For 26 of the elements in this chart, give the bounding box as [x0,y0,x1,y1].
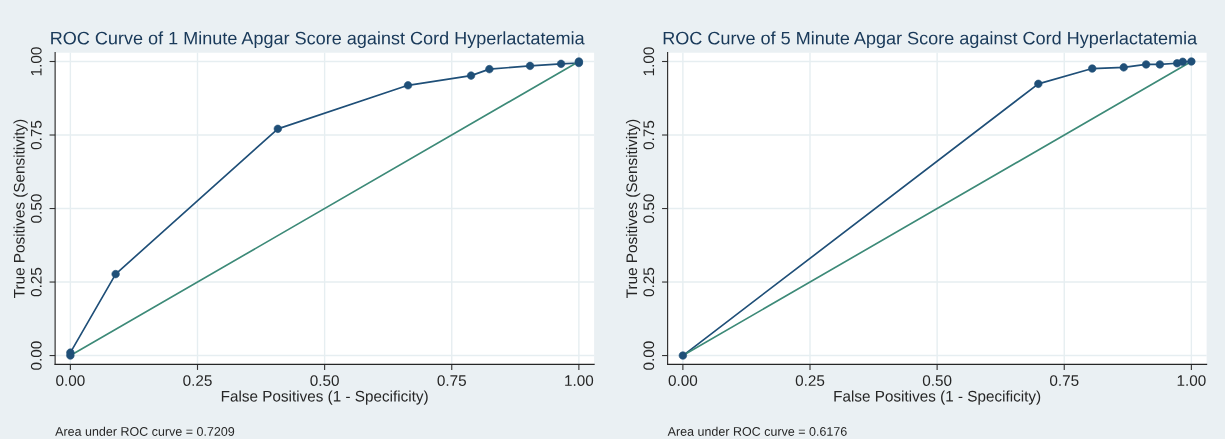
y-axis-title: True Positives (Sensitivity) [625,119,641,298]
text: Area under ROC curve = 0.6176 [667,426,847,436]
y-tick-label: 0.75 [643,120,655,150]
x-tick-label: 0.50 [922,375,952,387]
y-tick-label: 0.75 [30,120,42,150]
y-tick-label: 0.50 [643,194,655,223]
x-tick-label: 1.00 [565,375,594,387]
text: Area under ROC curve = 0.7209 [55,426,235,436]
chart-title: ROC Curve of 1 Minute Apgar Score against Cord Hyperlactatemia [51,31,585,49]
y-tick-label: 1.00 [30,47,42,76]
x-axis-title: False Positives (1 - Specificity) [834,390,1041,405]
x-axis-title: False Positives (1 - Specificity) [221,390,428,405]
x-tick-label: 0.75 [437,375,466,387]
x-tick-label: 0.25 [183,375,212,387]
x-tick-label: 0.75 [1049,375,1079,387]
y-tick-label: 0.25 [30,267,42,297]
x-tick-label: 0.25 [795,375,825,387]
y-tick-label: 1.00 [643,47,655,76]
x-tick-label: 0.00 [56,375,85,387]
chart-title: ROC Curve of 5 Minute Apgar Score against Cord Hyperlactatemia [663,31,1198,49]
x-tick-label: 0.00 [668,375,698,387]
x-tick-label: 1.00 [1177,375,1206,387]
y-tick-label: 0.25 [643,267,655,297]
y-axis-title: True Positives (Sensitivity) [13,119,28,298]
y-tick-label: 0.50 [30,194,42,223]
x-tick-label: 0.50 [310,375,339,387]
